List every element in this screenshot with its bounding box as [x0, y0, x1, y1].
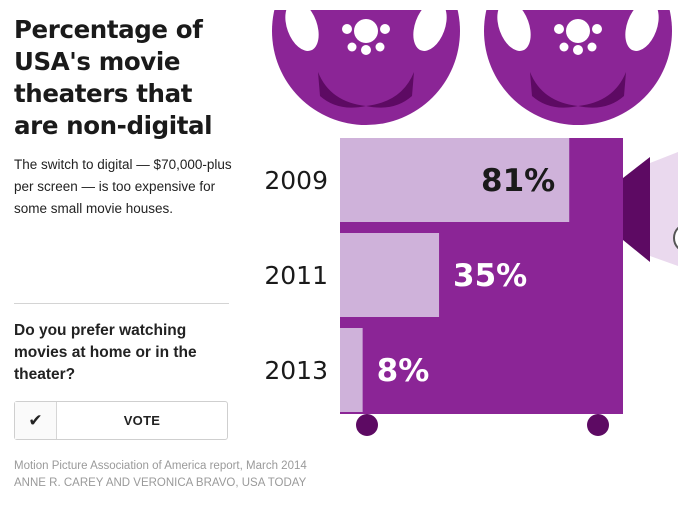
divider — [14, 303, 229, 304]
source-note: Motion Picture Association of America re… — [14, 460, 307, 472]
bar-2009 — [340, 138, 570, 222]
credit-line: ANNE R. CAREY AND VERONICA BRAVO, USA TO… — [14, 477, 307, 489]
value-label-2013: 8% — [377, 353, 430, 389]
subtitle: The switch to digital — $70,000-plus per… — [14, 157, 232, 216]
film-reel-right-icon — [484, 10, 672, 125]
year-label-2009: 2009 — [264, 166, 328, 195]
bar-2011 — [340, 233, 440, 317]
year-label-2013: 2013 — [264, 356, 328, 385]
projector-wheel-left — [356, 414, 378, 436]
vote-widget: ✔ VOTE — [14, 401, 228, 440]
film-reel-left-icon — [272, 10, 460, 125]
poll-question: Do you prefer watching movies at home or… — [14, 322, 197, 383]
value-label-2011: 35% — [453, 258, 527, 294]
value-label-2009: 81% — [481, 163, 555, 199]
page-title: Percentage of USA's movie theaters that … — [14, 15, 213, 140]
projector-lens-icon — [623, 152, 678, 266]
check-icon[interactable]: ✔ — [15, 402, 57, 439]
bar-2013 — [340, 328, 363, 412]
vote-button[interactable]: VOTE — [123, 413, 161, 428]
projector-wheel-right — [587, 414, 609, 436]
year-label-2011: 2011 — [264, 261, 328, 290]
